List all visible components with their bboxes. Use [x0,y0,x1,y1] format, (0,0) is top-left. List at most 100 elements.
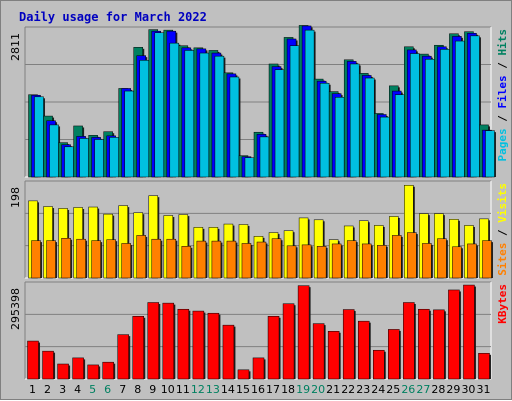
legend-part: Hits [496,29,509,56]
day-label-1: 1 [29,383,36,396]
panel-3: 295398 KBytes [9,281,509,380]
day-label-11: 11 [176,383,190,396]
legend-part: / [496,223,509,243]
bar-kbytes-day-5 [87,364,99,380]
bar-sites-day-9 [151,238,162,279]
day-label-15: 15 [236,383,250,396]
legend-part: Pages [496,128,509,161]
bar-sites-day-26 [407,232,417,279]
bar-hits-day-6 [109,137,119,178]
bar-sites-day-10 [166,238,177,279]
bar-sites-day-17 [271,238,282,279]
bar-kbytes-day-14 [222,324,235,380]
bar-sites-day-30 [467,243,477,279]
series-legend: Pages / Files / Hits [496,29,509,162]
day-label-6: 6 [104,383,111,396]
bar-kbytes-day-1 [27,340,39,380]
day-label-30: 30 [461,383,475,396]
day-label-16: 16 [251,383,265,396]
bar-sites-day-3 [61,238,71,279]
bar-kbytes-day-21 [327,331,340,380]
bar-sites-day-23 [361,243,372,279]
bar-kbytes-day-16 [252,357,265,380]
bar-kbytes-day-11 [177,308,190,380]
bar-sites-day-18 [286,245,297,279]
bar-kbytes-day-26 [403,302,415,380]
bar-sites-day-19 [301,244,312,279]
bar-kbytes-day-18 [282,303,295,380]
day-label-25: 25 [386,383,400,396]
bar-hits-day-27 [425,59,435,178]
bar-sites-day-6 [106,239,116,279]
bar-kbytes-day-20 [312,323,325,380]
bar-hits-day-29 [455,40,465,178]
day-label-10: 10 [161,383,175,396]
bar-hits-day-16 [259,136,270,178]
bar-hits-day-30 [470,35,480,178]
bar-kbytes-day-24 [373,349,385,380]
bar-kbytes-day-15 [237,369,250,380]
bar-sites-day-5 [91,240,101,279]
bar-sites-day-14 [226,240,237,279]
day-label-20: 20 [311,383,325,396]
bar-hits-day-12 [199,52,210,178]
bar-kbytes-day-28 [433,309,445,380]
panel-1: 2811 Pages / Files / Hits [9,25,509,178]
bar-sites-day-22 [346,240,357,279]
bar-hits-day-7 [124,90,134,178]
bar-kbytes-day-8 [132,316,144,380]
legend-part: / [496,56,509,76]
series-legend: KBytes [496,284,509,324]
bar-hits-day-26 [410,53,420,178]
bar-sites-day-12 [196,240,207,279]
bar-kbytes-day-9 [147,302,160,380]
series-legend: Sites / Visits [496,183,509,276]
bar-hits-day-15 [244,157,255,178]
bar-sites-day-4 [76,238,86,279]
bar-sites-day-8 [136,235,146,279]
bar-hits-day-23 [364,77,375,178]
bar-kbytes-day-23 [357,320,370,380]
day-axis-labels: 1 2 3 4 5 6 7 8 9 10 11 12 13 14 15 16 17 18 19 20 21 22 23 24 2… [29,383,490,396]
bar-kbytes-day-12 [192,310,205,380]
bar-hits-day-19 [304,29,315,178]
bar-hits-day-31 [485,130,495,178]
bar-kbytes-day-3 [57,363,69,380]
day-label-4: 4 [74,383,81,396]
chart-panels: 2811 Pages / Files / Hits 198 Sites / Visit… [9,25,509,380]
day-label-24: 24 [371,383,385,396]
bar-kbytes-day-6 [102,361,114,380]
day-label-31: 31 [476,383,490,396]
day-label-9: 9 [149,383,156,396]
bar-hits-day-28 [440,49,450,178]
day-label-23: 23 [356,383,370,396]
day-label-14: 14 [221,383,235,396]
day-label-5: 5 [89,383,96,396]
bar-sites-day-21 [331,243,342,279]
bar-hits-day-8 [139,60,149,178]
day-label-26: 26 [401,383,415,396]
bar-sites-day-29 [452,246,462,279]
legend-part: Visits [496,183,509,223]
bar-kbytes-day-2 [42,350,54,380]
chart-title: Daily usage for March 2022 [19,10,207,24]
legend-part: KBytes [496,284,509,324]
bar-hits-day-2 [49,124,59,178]
day-label-29: 29 [446,383,460,396]
bar-sites-day-1 [31,240,41,279]
bar-hits-day-25 [395,94,405,178]
legend-part: Files [496,75,509,108]
bar-kbytes-day-25 [388,329,400,380]
bar-hits-day-14 [229,76,240,178]
bar-hits-day-18 [289,45,300,178]
bar-kbytes-day-10 [162,302,175,380]
day-label-27: 27 [416,383,430,396]
bar-hits-day-21 [334,97,345,178]
bar-kbytes-day-17 [267,316,280,380]
day-label-17: 17 [266,383,280,396]
bar-sites-day-11 [181,246,192,279]
bar-kbytes-day-4 [72,357,84,380]
bar-kbytes-day-22 [342,309,355,380]
day-label-12: 12 [191,383,205,396]
